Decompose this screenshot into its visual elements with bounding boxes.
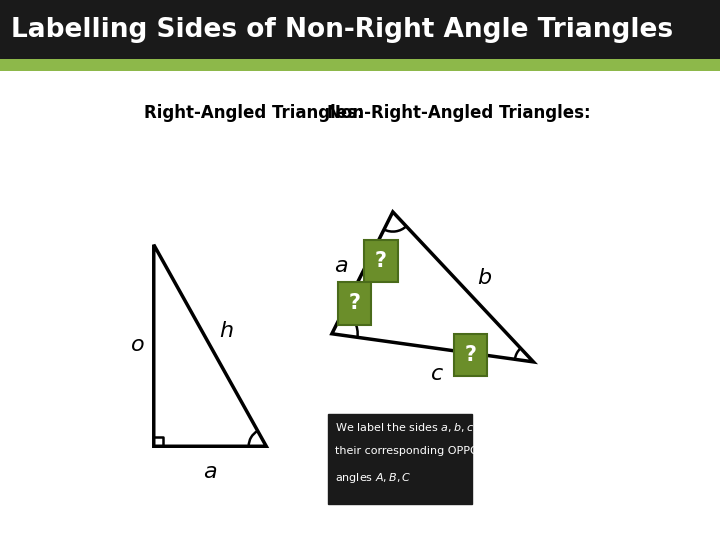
Text: their corresponding OPPOSITE: their corresponding OPPOSITE [335, 446, 503, 456]
FancyBboxPatch shape [364, 240, 397, 282]
Text: $b$: $b$ [477, 267, 492, 287]
Text: ?: ? [375, 251, 387, 271]
FancyBboxPatch shape [454, 334, 487, 376]
Text: $o$: $o$ [130, 335, 145, 355]
Text: We label the sides $a, b, c$ and: We label the sides $a, b, c$ and [335, 421, 498, 434]
Text: ?: ? [464, 345, 476, 365]
Text: $c$: $c$ [431, 363, 444, 383]
FancyBboxPatch shape [328, 414, 472, 504]
Text: ?: ? [348, 293, 361, 313]
Text: Non-Right-Angled Triangles:: Non-Right-Angled Triangles: [327, 104, 591, 122]
Text: angles $A, B, C$: angles $A, B, C$ [335, 471, 412, 485]
Text: $a$: $a$ [334, 256, 348, 276]
Text: $a$: $a$ [203, 462, 217, 482]
FancyBboxPatch shape [338, 282, 371, 325]
Text: Labelling Sides of Non-Right Angle Triangles: Labelling Sides of Non-Right Angle Trian… [11, 17, 673, 43]
Text: Right-Angled Triangles:: Right-Angled Triangles: [145, 104, 364, 122]
Text: $h$: $h$ [219, 321, 234, 341]
